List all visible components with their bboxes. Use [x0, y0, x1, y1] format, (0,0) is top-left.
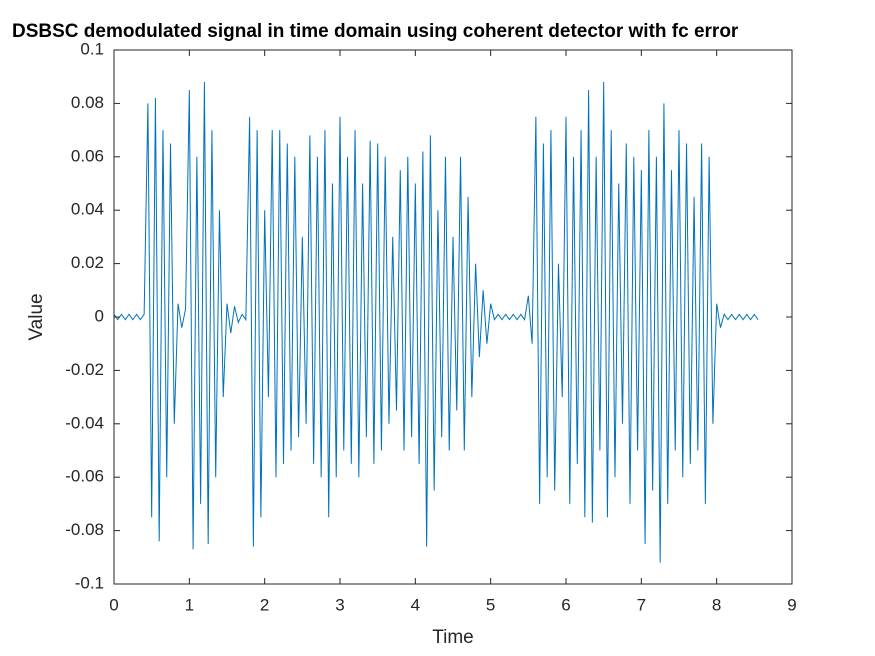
y-tick-label: -0.02 [65, 360, 104, 379]
x-tick-label: 2 [260, 595, 269, 614]
x-tick-label: 1 [185, 595, 194, 614]
x-tick-label: 9 [787, 595, 796, 614]
signal-line [113, 82, 759, 563]
x-tick-label: 0 [109, 595, 118, 614]
y-tick-label: 0.08 [71, 93, 104, 112]
y-tick-label: 0 [95, 306, 104, 325]
y-tick-label: 0.04 [71, 200, 104, 219]
y-tick-label: -0.06 [65, 467, 104, 486]
y-tick-label: 0.06 [71, 146, 104, 165]
x-tick-label: 5 [486, 595, 495, 614]
x-tick-label: 7 [637, 595, 646, 614]
y-tick-label: 0.1 [80, 39, 104, 58]
y-axis-label: Value [26, 293, 47, 340]
y-tick-label: -0.04 [65, 413, 104, 432]
x-axis-label: Time [432, 627, 474, 648]
x-tick-label: 4 [411, 595, 420, 614]
x-tick-label: 6 [561, 595, 570, 614]
y-tick-label: 0.02 [71, 253, 104, 272]
x-tick-label: 3 [335, 595, 344, 614]
chart-title: DSBSC demodulated signal in time domain … [12, 21, 739, 42]
axes-box [113, 49, 793, 585]
y-tick-label: -0.08 [65, 520, 104, 539]
x-tick-label: 8 [712, 595, 721, 614]
y-tick-label: -0.1 [75, 573, 104, 592]
